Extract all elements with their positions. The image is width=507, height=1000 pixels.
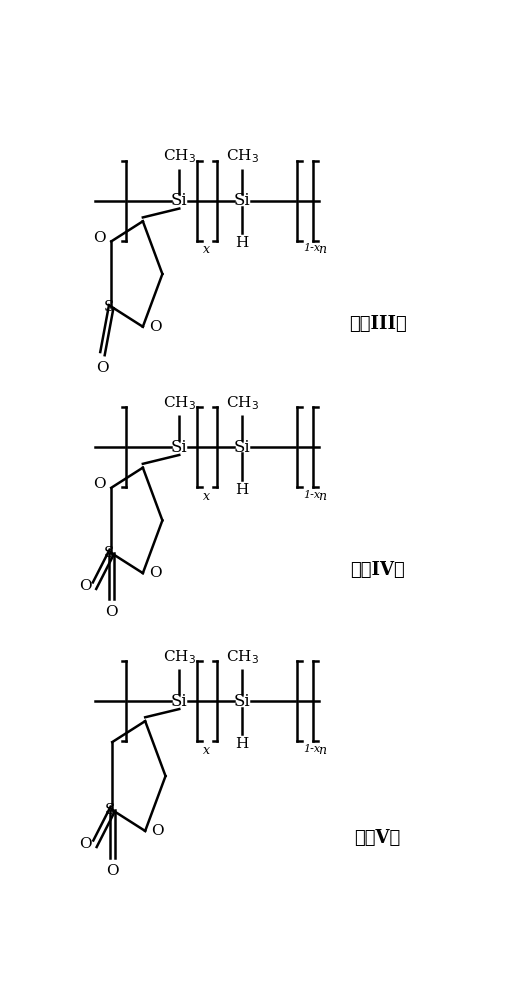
Text: H: H xyxy=(236,737,249,751)
Text: O: O xyxy=(79,579,91,593)
Text: O: O xyxy=(96,361,109,375)
Text: O: O xyxy=(149,566,161,580)
Text: 1-x: 1-x xyxy=(303,744,320,754)
Text: x: x xyxy=(203,744,210,757)
Text: CH$_3$: CH$_3$ xyxy=(226,148,259,165)
Text: x: x xyxy=(203,490,210,503)
Text: CH$_3$: CH$_3$ xyxy=(163,394,196,412)
Text: CH$_3$: CH$_3$ xyxy=(226,648,259,666)
Text: Si: Si xyxy=(171,192,188,209)
Text: x: x xyxy=(203,243,210,256)
Text: 1-x: 1-x xyxy=(303,243,320,253)
Text: n: n xyxy=(318,744,327,757)
Text: S: S xyxy=(104,300,115,314)
Text: CH$_3$: CH$_3$ xyxy=(163,148,196,165)
Text: H: H xyxy=(236,483,249,497)
Text: CH$_3$: CH$_3$ xyxy=(163,648,196,666)
Text: Si: Si xyxy=(171,693,188,710)
Text: CH$_3$: CH$_3$ xyxy=(226,394,259,412)
Text: O: O xyxy=(93,477,105,491)
Text: S: S xyxy=(105,803,116,817)
Text: Si: Si xyxy=(234,192,250,209)
Text: Si: Si xyxy=(171,439,188,456)
Text: O: O xyxy=(106,864,119,878)
Text: O: O xyxy=(93,231,105,245)
Text: n: n xyxy=(318,490,327,503)
Text: n: n xyxy=(318,243,327,256)
Text: 式（V）: 式（V） xyxy=(354,829,401,847)
Text: Si: Si xyxy=(234,439,250,456)
Text: 式（III）: 式（III） xyxy=(349,315,407,333)
Text: O: O xyxy=(105,605,118,619)
Text: 式（IV）: 式（IV） xyxy=(350,561,405,579)
Text: O: O xyxy=(79,837,92,851)
Text: 1-x: 1-x xyxy=(303,490,320,500)
Text: O: O xyxy=(151,824,164,838)
Text: S: S xyxy=(104,546,115,560)
Text: Si: Si xyxy=(234,693,250,710)
Text: O: O xyxy=(149,320,161,334)
Text: H: H xyxy=(236,236,249,250)
